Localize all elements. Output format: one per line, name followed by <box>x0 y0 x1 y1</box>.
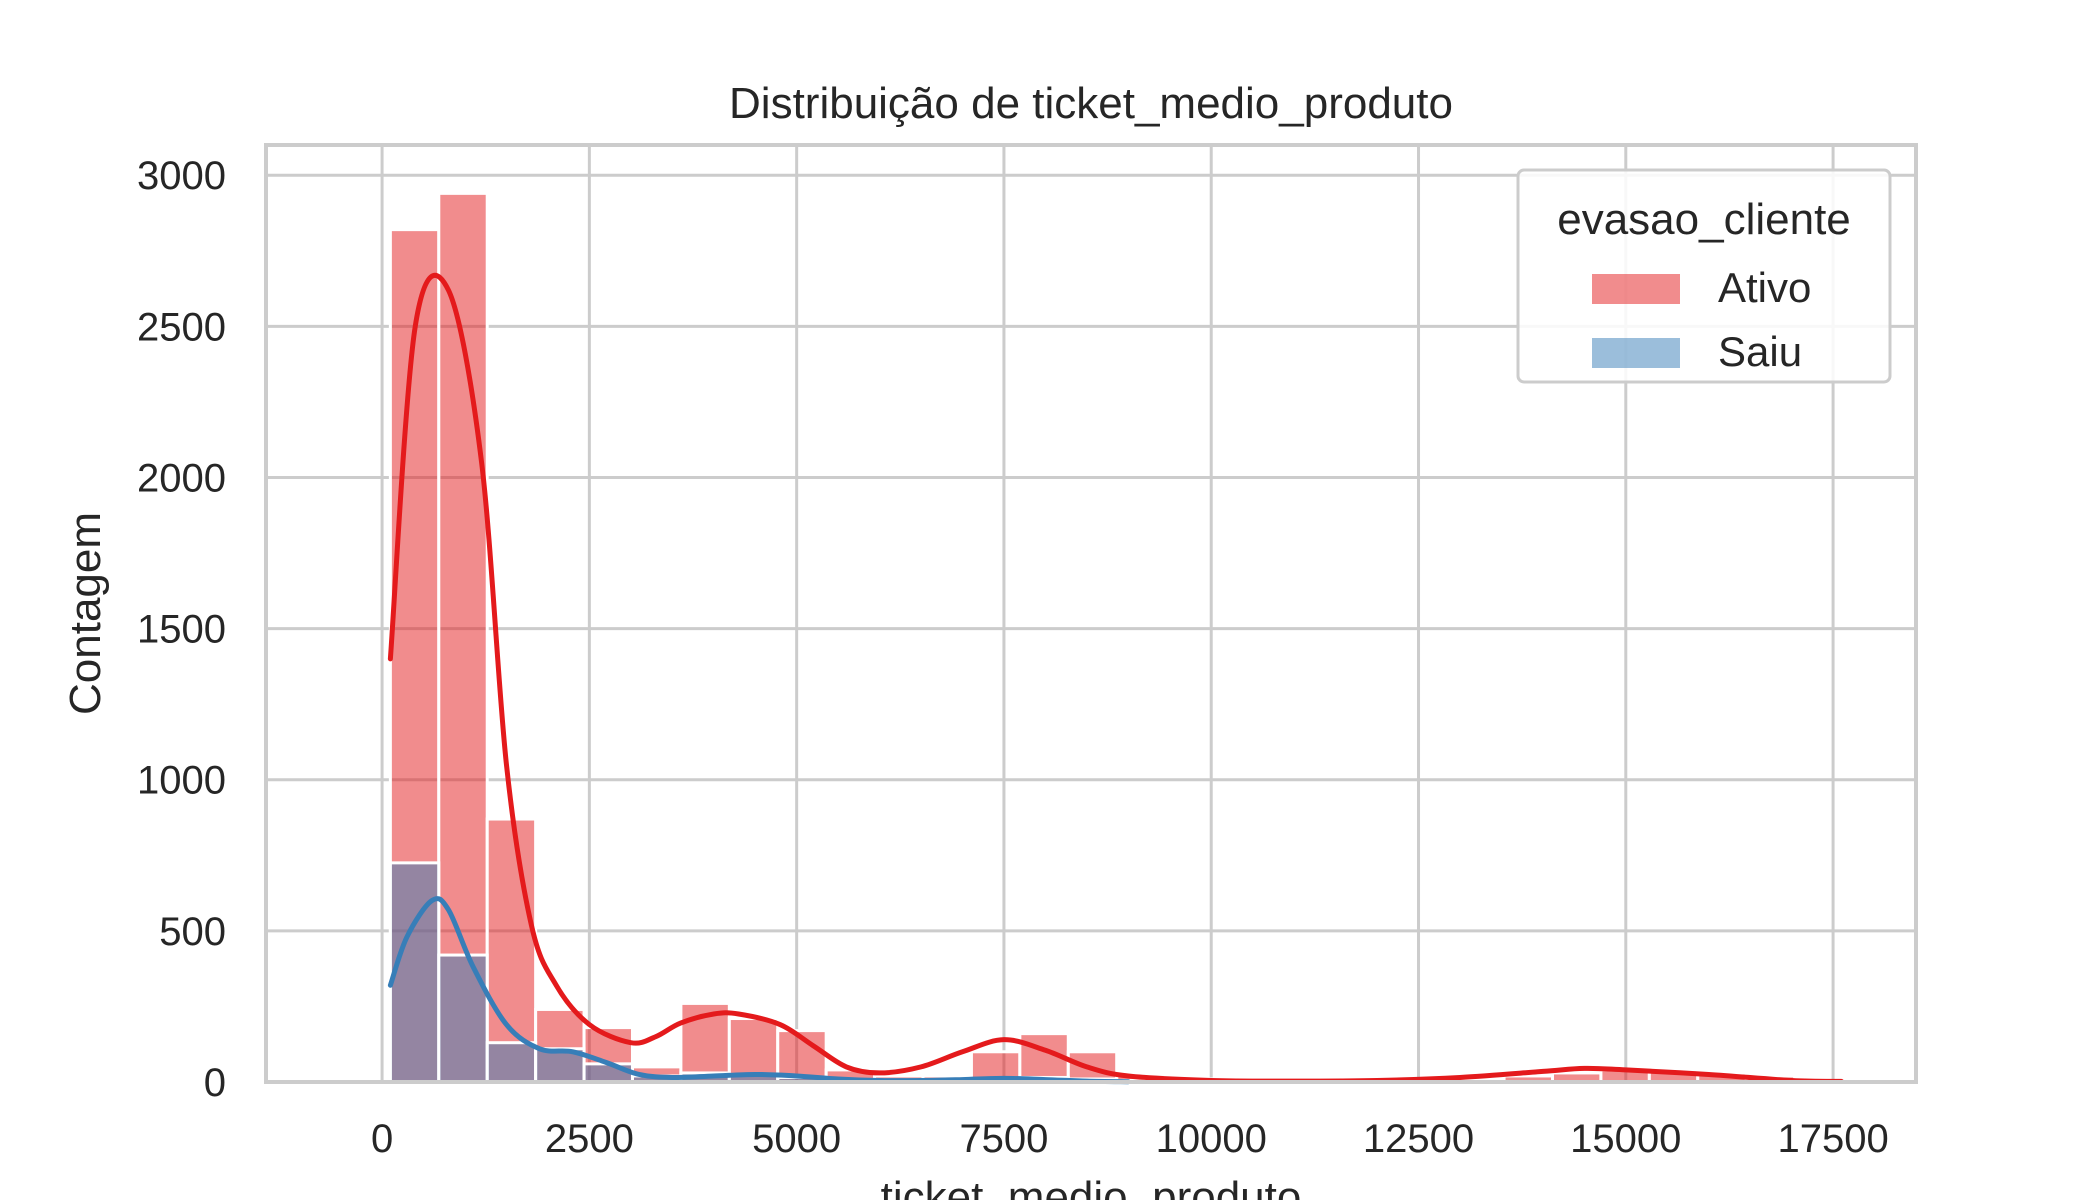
y-tick-label: 2000 <box>137 456 226 500</box>
chart-title: Distribuição de ticket_medio_produto <box>729 79 1453 128</box>
legend-label-saiu: Saiu <box>1718 328 1802 375</box>
x-tick-label: 5000 <box>752 1117 841 1161</box>
y-tick-label: 0 <box>204 1061 226 1105</box>
y-axis-label: Contagem <box>61 512 110 715</box>
kde-layer <box>387 272 1844 1085</box>
plot-frame <box>264 143 1918 1084</box>
bar-saiu <box>437 953 489 1084</box>
y-tick-label: 3000 <box>137 154 226 198</box>
kde-line-ativo <box>387 272 1844 1084</box>
y-tick-label: 1000 <box>137 759 226 803</box>
x-tick-label: 12500 <box>1363 1117 1474 1161</box>
bar-saiu <box>485 1041 538 1084</box>
legend-entries: Ativo Saiu <box>1592 264 1811 375</box>
legend-label-ativo: Ativo <box>1718 264 1811 311</box>
legend: evasao_cliente Ativo Saiu <box>1516 168 1892 384</box>
x-tick-label: 15000 <box>1570 1117 1681 1161</box>
y-tick-label: 500 <box>159 910 226 954</box>
legend-title: evasao_cliente <box>1557 195 1851 244</box>
x-tick-label: 17500 <box>1777 1117 1888 1161</box>
x-tick-label: 7500 <box>959 1117 1048 1161</box>
ticks-layer: 0 2500 5000 7500 10000 12500 15000 17500 0 500 100… <box>137 154 1889 1161</box>
kde-line-saiu <box>387 896 1131 1085</box>
x-axis-label: ticket_medio_produto <box>881 1173 1302 1200</box>
bar-ativo <box>485 817 538 1084</box>
y-tick-label: 1500 <box>137 608 226 652</box>
x-tick-label: 0 <box>371 1117 393 1161</box>
legend-swatch-saiu <box>1592 338 1680 368</box>
legend-swatch-ativo <box>1592 274 1680 304</box>
bar-saiu <box>388 861 441 1084</box>
x-tick-label: 10000 <box>1156 1117 1267 1161</box>
y-tick-label: 2500 <box>137 305 226 349</box>
x-tick-label: 2500 <box>545 1117 634 1161</box>
bar-saiu <box>582 1062 634 1084</box>
legend-box <box>1516 168 1892 384</box>
